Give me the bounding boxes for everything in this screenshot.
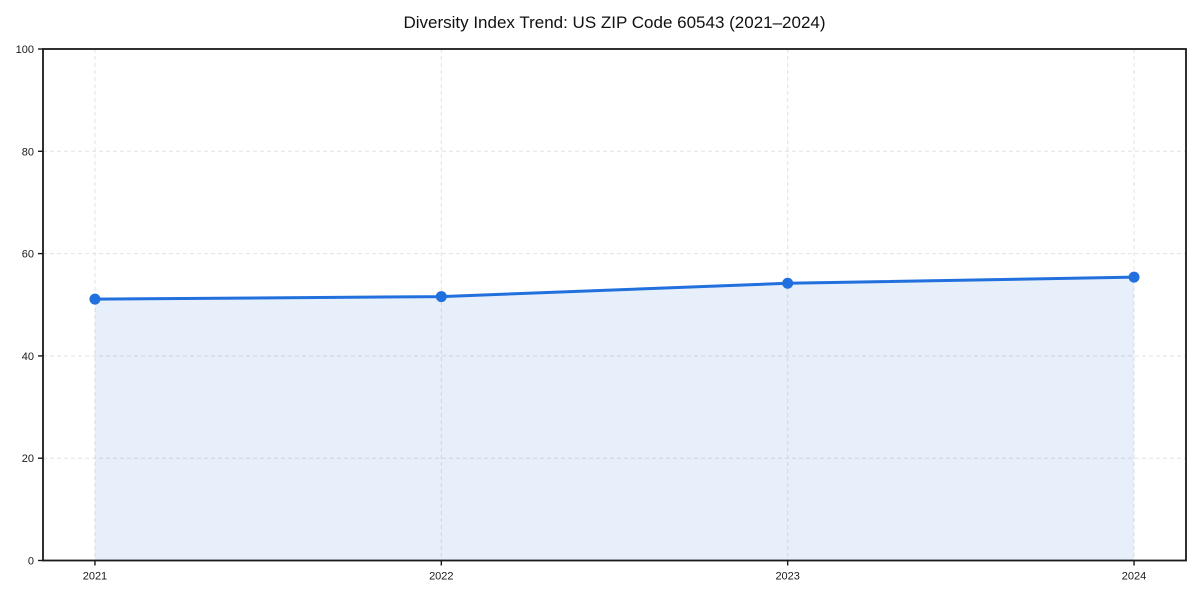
trend-line xyxy=(93,275,1136,301)
data-point-marker xyxy=(1128,271,1140,283)
x-tick-label: 2023 xyxy=(775,571,799,583)
y-tick-label: 0 xyxy=(28,556,34,568)
y-tick-label: 40 xyxy=(22,351,34,363)
x-tick-label: 2022 xyxy=(429,571,453,583)
area-fill xyxy=(94,277,1135,561)
y-tick-label: 60 xyxy=(22,249,34,261)
x-tick-label: 2024 xyxy=(1122,571,1146,583)
chart-title: Diversity Index Trend: US ZIP Code 60543… xyxy=(403,13,826,32)
y-tick-label: 100 xyxy=(16,44,34,56)
data-point-marker xyxy=(782,277,794,289)
plot-frame xyxy=(42,48,1187,562)
data-point-marker xyxy=(435,291,447,303)
y-tick-label: 80 xyxy=(22,146,34,158)
x-tick-label: 2021 xyxy=(83,571,107,583)
data-point-marker xyxy=(89,293,101,305)
y-tick-label: 20 xyxy=(22,453,34,465)
